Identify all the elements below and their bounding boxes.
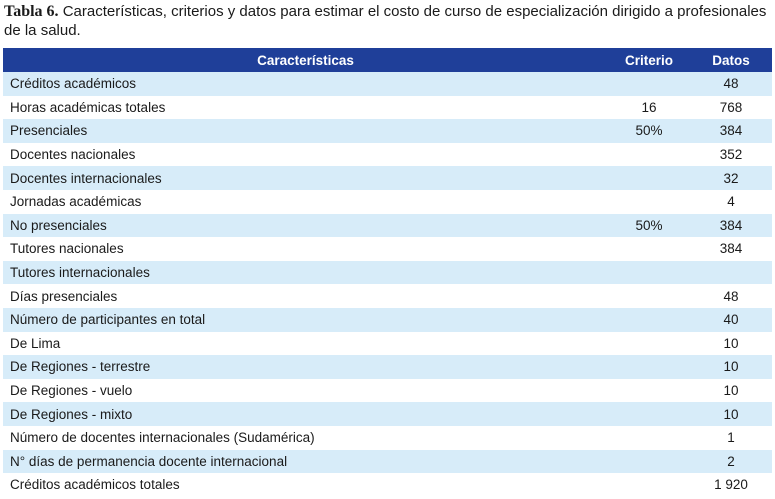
cell-criterio	[608, 449, 690, 474]
table-row: No presenciales 50% 384	[3, 213, 772, 238]
cell-dato: 40	[690, 307, 772, 332]
data-table: Características Criterio Datos Créditos …	[3, 48, 772, 497]
cell-caracteristica: Tutores internacionales	[3, 260, 608, 285]
cell-dato: 2	[690, 449, 772, 474]
cell-caracteristica: Docentes nacionales	[3, 142, 608, 167]
cell-caracteristica: De Lima	[3, 331, 608, 356]
cell-criterio: 50%	[608, 213, 690, 238]
cell-caracteristica: Número de docentes internacionales (Suda…	[3, 425, 608, 450]
header-row: Características Criterio Datos	[3, 48, 772, 72]
cell-criterio	[608, 260, 690, 285]
cell-criterio	[608, 189, 690, 214]
table-row: Docentes internacionales 32	[3, 166, 772, 190]
cell-dato	[690, 260, 772, 285]
column-header-criterio: Criterio	[608, 48, 690, 72]
table-row: N° días de permanencia docente internaci…	[3, 449, 772, 474]
cell-caracteristica: Créditos académicos totales	[3, 473, 608, 497]
cell-dato: 768	[690, 95, 772, 120]
cell-dato: 384	[690, 237, 772, 261]
table-row: Tutores internacionales	[3, 260, 772, 285]
cell-caracteristica: Presenciales	[3, 119, 608, 143]
cell-caracteristica: Créditos académicos	[3, 72, 608, 96]
cell-criterio	[608, 425, 690, 450]
table-row: De Regiones - terrestre 10	[3, 355, 772, 379]
table-row: Jornadas académicas 4	[3, 189, 772, 214]
column-header-caracteristicas: Características	[3, 48, 608, 72]
table-row: Número de docentes internacionales (Suda…	[3, 425, 772, 450]
cell-dato: 32	[690, 166, 772, 190]
table-row: De Regiones - mixto 10	[3, 402, 772, 426]
cell-caracteristica: De Regiones - terrestre	[3, 355, 608, 379]
cell-dato: 384	[690, 119, 772, 143]
cell-dato: 4	[690, 189, 772, 214]
table-row: Horas académicas totales 16 768	[3, 95, 772, 120]
cell-dato: 1	[690, 425, 772, 450]
cell-criterio	[608, 402, 690, 426]
cell-caracteristica: Docentes internacionales	[3, 166, 608, 190]
table-row: Créditos académicos 48	[3, 72, 772, 96]
table-caption: Tabla 6. Características, criterios y da…	[4, 2, 772, 40]
cell-criterio	[608, 284, 690, 308]
cell-criterio	[608, 473, 690, 497]
cell-dato: 1 920	[690, 473, 772, 497]
cell-caracteristica: Horas académicas totales	[3, 95, 608, 120]
cell-criterio	[608, 166, 690, 190]
cell-dato: 48	[690, 72, 772, 96]
table-row: Créditos académicos totales 1 920	[3, 473, 772, 497]
cell-caracteristica: Días presenciales	[3, 284, 608, 308]
cell-criterio: 16	[608, 95, 690, 120]
cell-criterio	[608, 142, 690, 167]
cell-caracteristica: Jornadas académicas	[3, 189, 608, 214]
cell-caracteristica: Tutores nacionales	[3, 237, 608, 261]
cell-dato: 10	[690, 402, 772, 426]
cell-dato: 10	[690, 331, 772, 356]
cell-criterio	[608, 378, 690, 403]
cell-dato: 10	[690, 355, 772, 379]
cell-dato: 10	[690, 378, 772, 403]
cell-caracteristica: De Regiones - mixto	[3, 402, 608, 426]
cell-criterio	[608, 72, 690, 96]
cell-criterio	[608, 237, 690, 261]
cell-dato: 352	[690, 142, 772, 167]
caption-text: Características, criterios y datos para …	[4, 3, 767, 39]
cell-caracteristica: Número de participantes en total	[3, 307, 608, 332]
cell-dato: 48	[690, 284, 772, 308]
table-row: Tutores nacionales 384	[3, 237, 772, 261]
cell-criterio	[608, 307, 690, 332]
table-row: De Regiones - vuelo 10	[3, 378, 772, 403]
table-row: Docentes nacionales 352	[3, 142, 772, 167]
cell-criterio	[608, 331, 690, 356]
cell-dato: 384	[690, 213, 772, 238]
cell-caracteristica: De Regiones - vuelo	[3, 378, 608, 403]
table-row: Presenciales 50% 384	[3, 119, 772, 143]
cell-criterio	[608, 355, 690, 379]
table-row: Número de participantes en total 40	[3, 307, 772, 332]
table-row: De Lima 10	[3, 331, 772, 356]
cell-criterio: 50%	[608, 119, 690, 143]
caption-label: Tabla 6.	[4, 3, 59, 20]
cell-caracteristica: No presenciales	[3, 213, 608, 238]
table-row: Días presenciales 48	[3, 284, 772, 308]
cell-caracteristica: N° días de permanencia docente internaci…	[3, 449, 608, 474]
column-header-datos: Datos	[690, 48, 772, 72]
